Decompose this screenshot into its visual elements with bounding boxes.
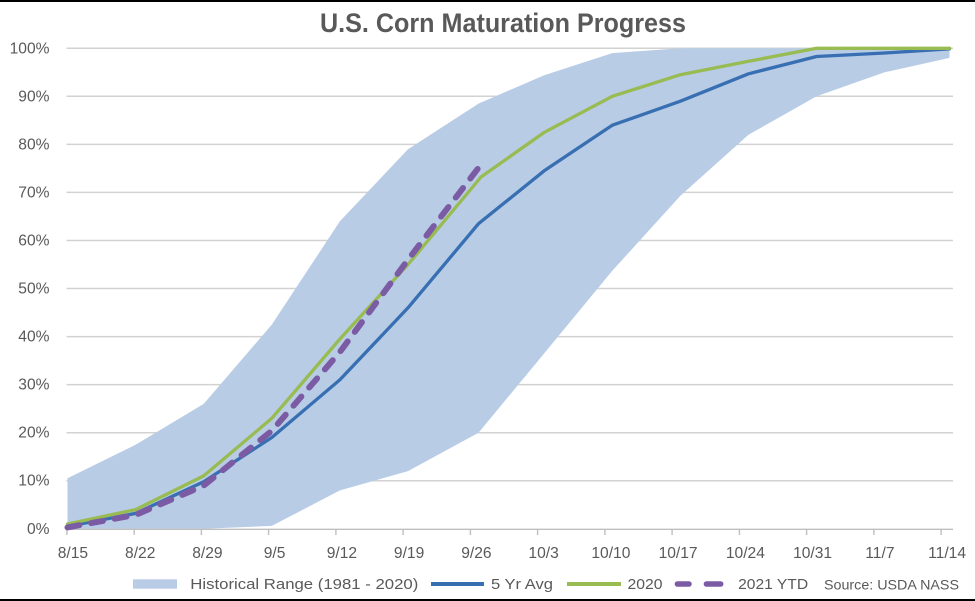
svg-text:0%: 0%	[27, 521, 50, 538]
svg-text:8/29: 8/29	[192, 545, 222, 562]
svg-text:U.S. Corn Maturation Progress: U.S. Corn Maturation Progress	[320, 8, 686, 38]
svg-text:30%: 30%	[18, 377, 49, 394]
svg-text:2020: 2020	[628, 576, 663, 593]
svg-text:90%: 90%	[18, 88, 49, 105]
svg-text:80%: 80%	[18, 136, 49, 153]
svg-text:70%: 70%	[18, 184, 49, 201]
svg-text:60%: 60%	[18, 233, 49, 250]
svg-text:5 Yr Avg: 5 Yr Avg	[491, 576, 553, 593]
svg-text:8/22: 8/22	[125, 545, 155, 562]
svg-text:11/7: 11/7	[865, 545, 894, 562]
svg-text:2021 YTD: 2021 YTD	[738, 576, 808, 593]
svg-text:10/3: 10/3	[528, 545, 558, 562]
svg-text:10/24: 10/24	[726, 545, 765, 562]
svg-text:10%: 10%	[18, 473, 49, 490]
svg-text:100%: 100%	[10, 40, 50, 57]
svg-text:8/15: 8/15	[58, 545, 89, 562]
svg-text:40%: 40%	[18, 329, 49, 346]
svg-text:9/5: 9/5	[264, 545, 286, 562]
svg-text:11/14: 11/14	[928, 545, 966, 562]
svg-text:10/31: 10/31	[793, 545, 832, 562]
svg-text:Source: USDA NASS: Source: USDA NASS	[824, 578, 959, 593]
svg-text:50%: 50%	[18, 281, 49, 298]
svg-text:9/12: 9/12	[327, 545, 357, 562]
svg-text:Historical Range (1981 - 2020): Historical Range (1981 - 2020)	[190, 576, 418, 593]
svg-text:10/17: 10/17	[659, 545, 698, 562]
svg-text:9/26: 9/26	[461, 545, 491, 562]
svg-text:10/10: 10/10	[591, 545, 630, 562]
svg-text:20%: 20%	[18, 425, 49, 442]
svg-text:9/19: 9/19	[394, 545, 424, 562]
